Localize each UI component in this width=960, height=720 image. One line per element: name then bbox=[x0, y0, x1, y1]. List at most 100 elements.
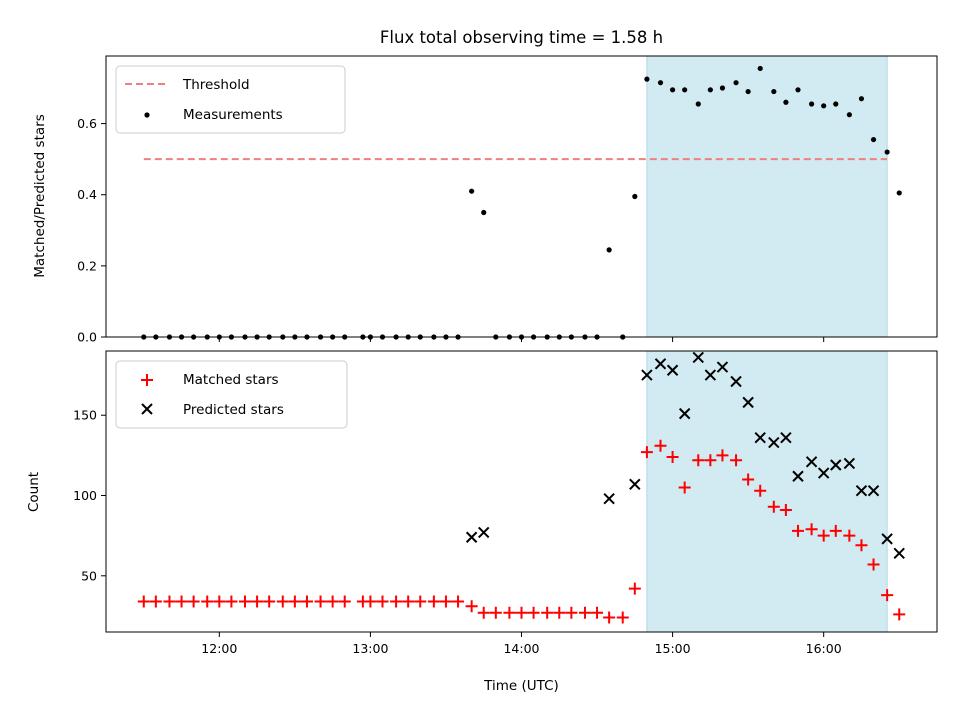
matched-point bbox=[742, 473, 755, 486]
measurement-point bbox=[808, 101, 815, 107]
matched-point bbox=[541, 606, 554, 619]
predicted-point bbox=[893, 547, 905, 560]
matched-point bbox=[452, 595, 465, 608]
measurement-point bbox=[771, 88, 777, 95]
predicted-point bbox=[603, 493, 615, 505]
top-shaded-span bbox=[646, 55, 888, 338]
predicted-point bbox=[704, 369, 717, 381]
measurement-point bbox=[606, 247, 612, 253]
bottom-ytick-label: 50 bbox=[81, 568, 97, 583]
matched-point bbox=[376, 595, 389, 608]
measurement-point bbox=[745, 88, 751, 95]
measurement-point bbox=[833, 101, 839, 107]
measurements-legend-swatch bbox=[144, 112, 150, 118]
predicted-point bbox=[817, 467, 830, 479]
matched-point bbox=[578, 606, 591, 619]
matched-point bbox=[654, 439, 667, 452]
matched-point bbox=[288, 595, 301, 608]
matched-point bbox=[640, 446, 653, 459]
measurement-point bbox=[669, 87, 676, 93]
measurement-point bbox=[469, 188, 475, 194]
top-ytick-label: 0.4 bbox=[77, 187, 97, 202]
matched-point bbox=[402, 595, 415, 608]
matched-point bbox=[187, 595, 200, 608]
top-ytick-label: 0.2 bbox=[77, 258, 97, 273]
matched-point bbox=[893, 608, 906, 621]
xtick-label: 15:00 bbox=[655, 641, 691, 656]
matched-legend-swatch bbox=[141, 374, 153, 386]
matched-point bbox=[477, 606, 490, 619]
measurement-point bbox=[846, 112, 852, 118]
matched-point bbox=[616, 611, 629, 624]
matched-point bbox=[225, 595, 238, 608]
predicted-point bbox=[830, 459, 842, 471]
xtick-label: 13:00 bbox=[352, 641, 388, 656]
matched-point bbox=[805, 523, 818, 536]
matched-point bbox=[867, 558, 880, 571]
measurement-point bbox=[884, 149, 890, 155]
matched-point bbox=[829, 524, 842, 537]
measurement-point bbox=[481, 209, 487, 216]
matched-point bbox=[163, 595, 176, 608]
bottom-ytick-label: 100 bbox=[73, 488, 97, 503]
measurement-point bbox=[733, 80, 739, 86]
predicted-point bbox=[805, 456, 818, 468]
predicted-point bbox=[843, 457, 856, 470]
predicted-point bbox=[792, 470, 804, 482]
measurement-point bbox=[870, 136, 877, 143]
measurement-point bbox=[632, 193, 638, 200]
measurement-point bbox=[657, 80, 664, 86]
predicted-point bbox=[692, 351, 704, 364]
bottom-legend-box bbox=[115, 360, 348, 429]
measurements-legend-label: Measurements bbox=[183, 107, 283, 123]
matched-point bbox=[678, 481, 691, 494]
measurement-point bbox=[783, 99, 789, 105]
matched-point bbox=[817, 529, 830, 542]
matched-point bbox=[843, 529, 856, 542]
measurement-point bbox=[719, 85, 726, 91]
matched-point bbox=[390, 595, 403, 608]
matched-point bbox=[603, 611, 616, 624]
predicted-point bbox=[768, 436, 780, 449]
matched-point bbox=[503, 606, 516, 619]
bottom-panel: 50 100 150 12:00 13:00 14:00 15:00 16:00 Count… bbox=[26, 350, 938, 694]
matched-point bbox=[527, 606, 540, 619]
measurement-point bbox=[795, 87, 801, 93]
measurement-point bbox=[757, 65, 763, 72]
measurement-point bbox=[707, 87, 713, 93]
matched-point bbox=[326, 595, 339, 608]
matched-point bbox=[300, 595, 313, 608]
matched-point bbox=[175, 595, 188, 608]
threshold-legend-label: Threshold bbox=[182, 77, 250, 93]
matched-point bbox=[565, 606, 578, 619]
predicted-point bbox=[465, 531, 478, 543]
measurement-point bbox=[858, 96, 865, 102]
predicted-point bbox=[855, 484, 868, 497]
measurement-point bbox=[695, 101, 701, 107]
predicted-point bbox=[867, 484, 880, 497]
matched-point bbox=[767, 500, 780, 513]
measurement-point bbox=[682, 87, 688, 93]
matched-point bbox=[704, 454, 717, 467]
predicted-point bbox=[478, 526, 490, 539]
matched-point bbox=[137, 595, 150, 608]
matched-point bbox=[263, 595, 276, 608]
matched-legend-label: Matched stars bbox=[183, 372, 279, 388]
matched-point bbox=[427, 595, 440, 608]
matched-point bbox=[628, 582, 641, 595]
matched-point bbox=[881, 589, 894, 602]
measurement-point bbox=[644, 76, 650, 82]
top-ytick-label: 0.0 bbox=[77, 330, 97, 345]
predicted-point bbox=[666, 364, 679, 376]
matched-point bbox=[716, 449, 729, 462]
top-legend-box bbox=[115, 65, 346, 134]
matched-point bbox=[276, 595, 289, 608]
bottom-y-axis-label: Count bbox=[26, 472, 42, 512]
predicted-point bbox=[654, 358, 667, 370]
measurement-point bbox=[896, 190, 902, 196]
bottom-ytick-label: 150 bbox=[73, 408, 97, 423]
predicted-point bbox=[678, 407, 691, 420]
matched-point bbox=[251, 595, 264, 608]
matched-point bbox=[666, 450, 679, 463]
top-legend: Threshold Measurements bbox=[115, 65, 346, 134]
